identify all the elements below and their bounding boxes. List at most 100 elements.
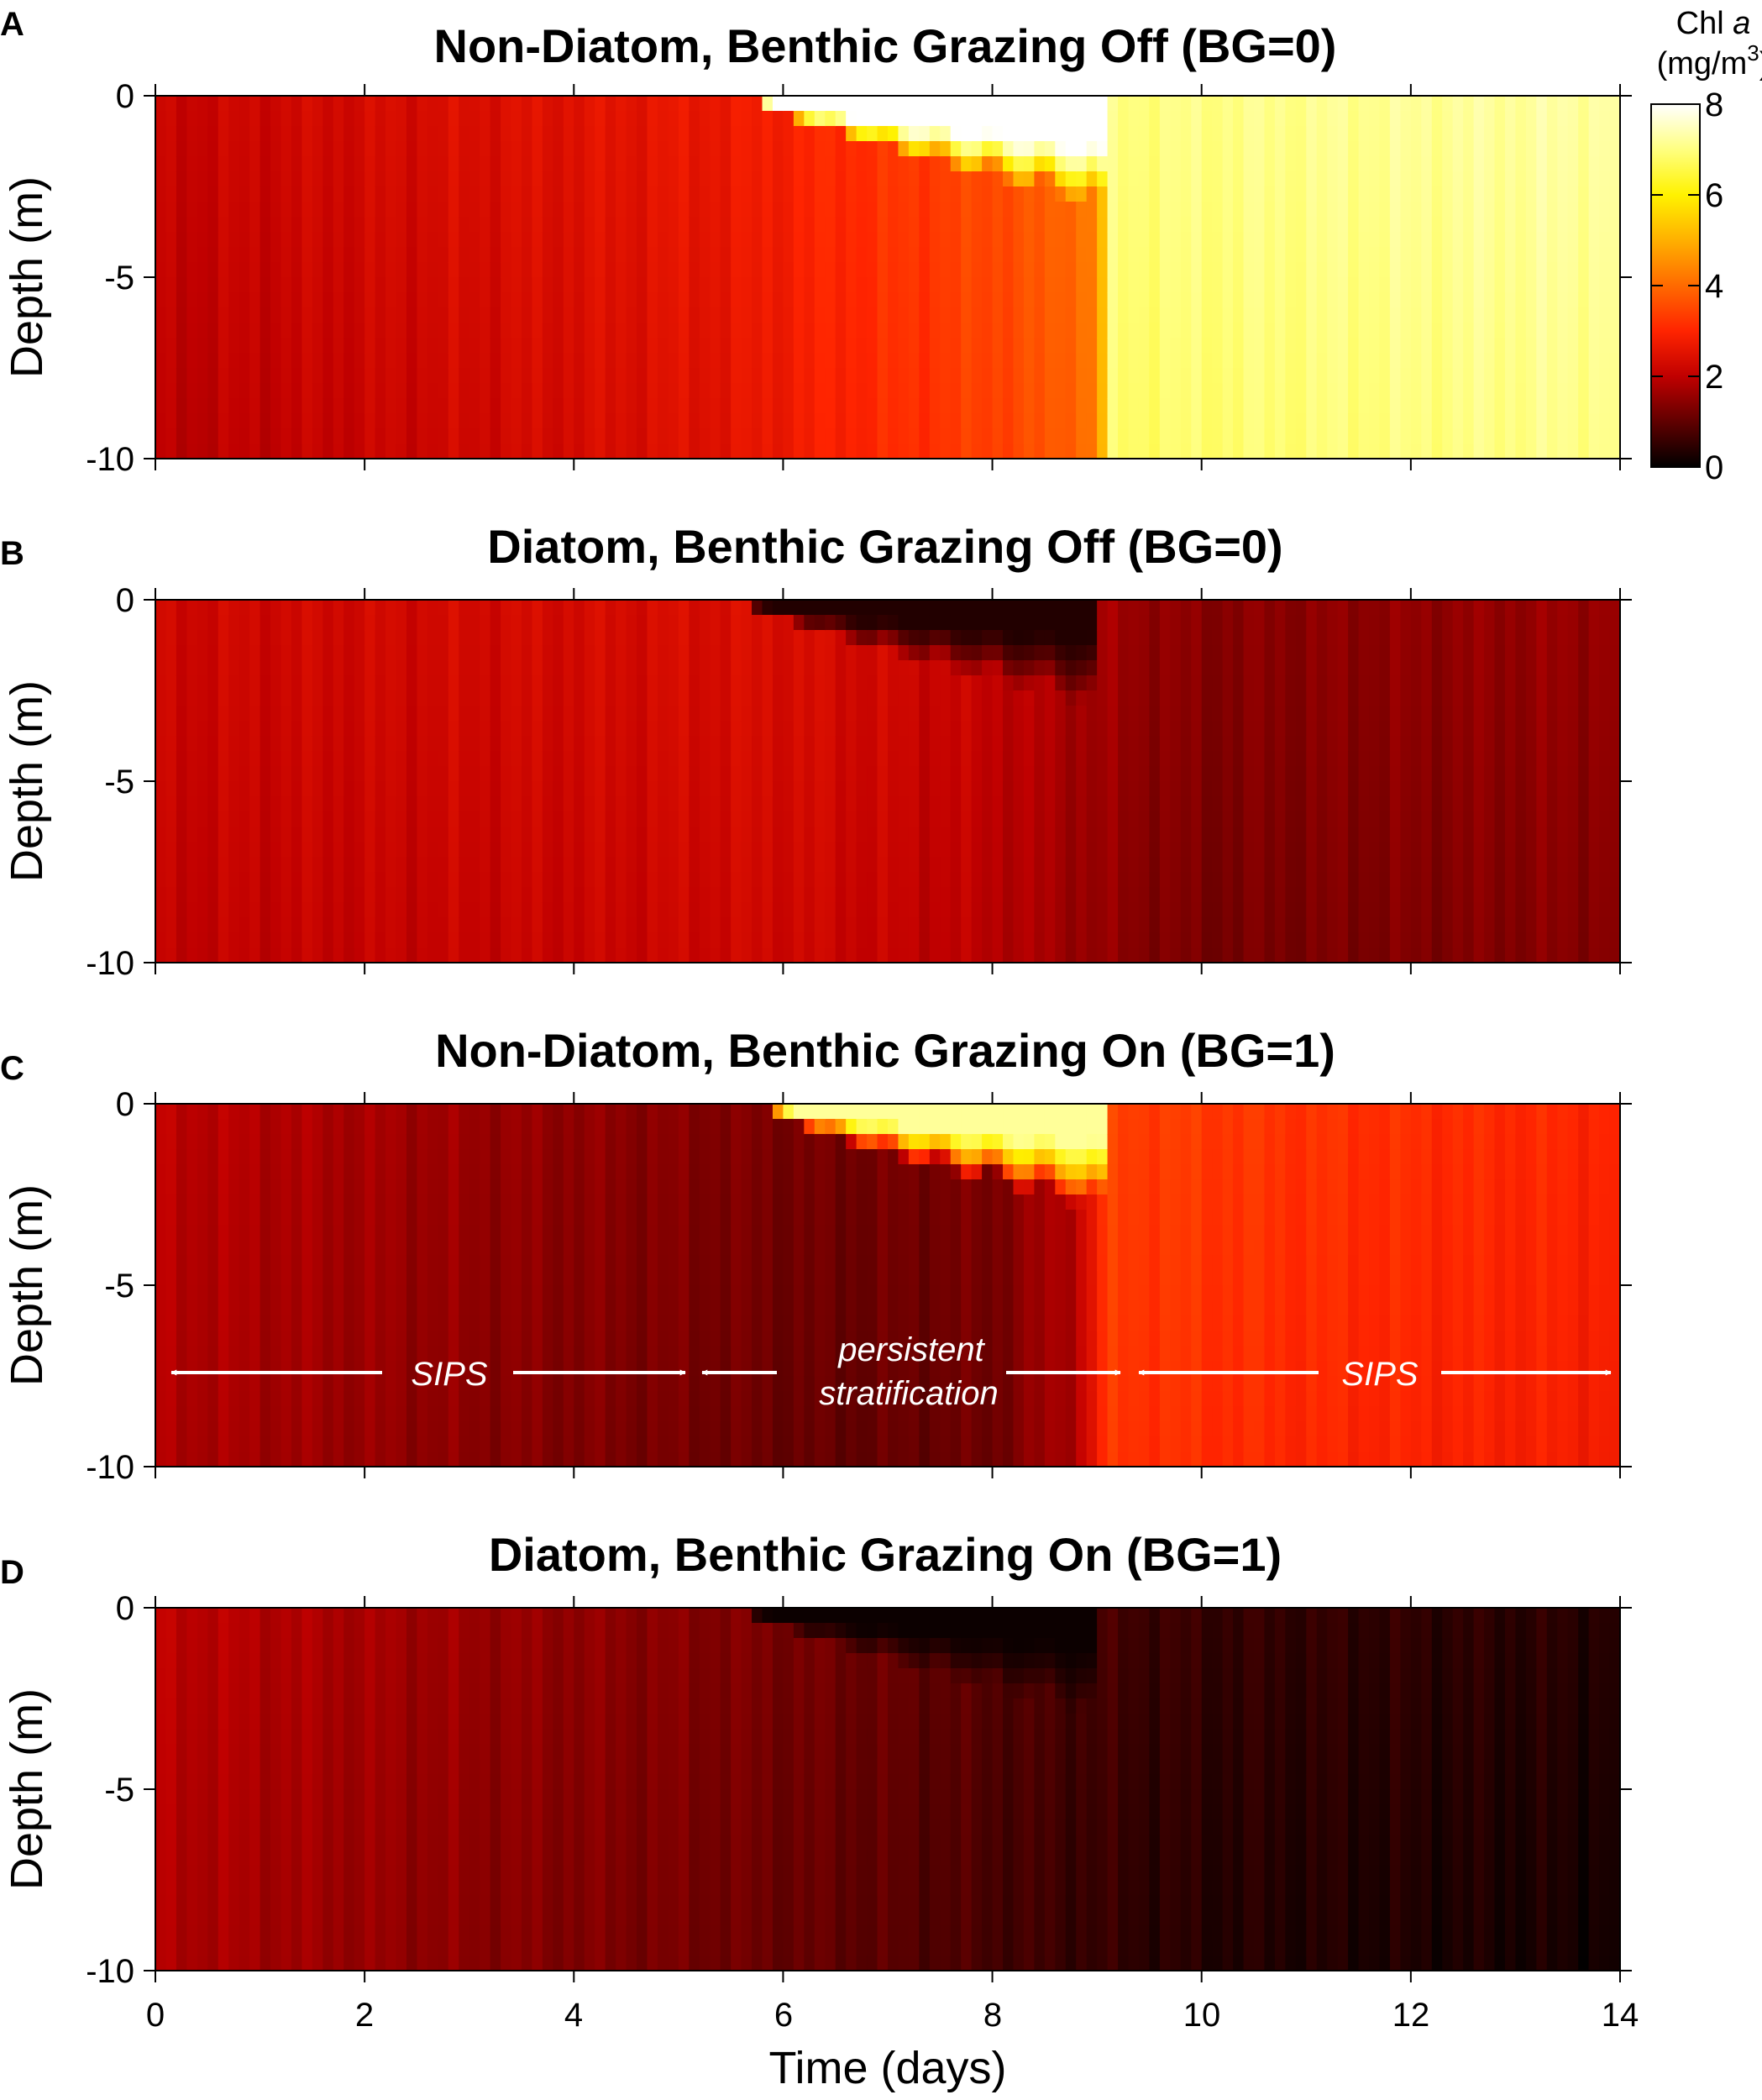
heatmap-cell [155,811,167,827]
heatmap-cell [626,202,637,218]
heatmap-cell [929,338,941,354]
heatmap-cell [176,232,187,248]
heatmap-cell [385,660,397,676]
heatmap-cell [1327,141,1339,157]
heatmap-cell [375,736,386,752]
heatmap-cell [647,277,658,293]
heatmap-cell [197,766,208,782]
heatmap-cell [731,186,742,202]
heatmap-cell [1118,171,1130,187]
heatmap-cell [637,721,648,737]
heatmap-cell [511,126,522,142]
heatmap-cell [396,141,407,157]
heatmap-cell [438,887,449,903]
heatmap-cell [1295,186,1307,202]
heatmap-cell [438,736,449,752]
heatmap-cell [772,323,784,339]
heatmap-cell [239,932,250,948]
heatmap-cell [1421,247,1433,263]
heatmap-cell [469,171,480,187]
heatmap-cell [480,126,491,142]
heatmap-cell [626,766,637,782]
heatmap-cell [678,917,690,933]
heatmap-cell [1442,217,1454,233]
colorbar-units-sup: 3 [1747,40,1759,66]
heatmap-cell [731,948,742,963]
heatmap-cell [417,323,428,339]
heatmap-cell [616,902,627,918]
heatmap-cell [1515,262,1527,278]
heatmap-cell [490,781,501,797]
heatmap-cell [1159,277,1171,293]
heatmap-cell [511,156,522,172]
heatmap-cell [281,186,292,202]
heatmap-cell [647,811,658,827]
heatmap-cell [176,917,187,933]
heatmap-cell [480,232,491,248]
heatmap-cell [1254,277,1266,293]
heatmap-cell [1358,126,1370,142]
heatmap-cell [343,751,355,767]
heatmap-cell [427,217,438,233]
heatmap-cell [741,917,753,933]
heatmap-cell [1264,96,1276,112]
heatmap-cell [1233,383,1245,399]
heatmap-cell [1159,323,1171,339]
heatmap-cell [741,383,753,399]
heatmap-cell [657,444,669,459]
heatmap-cell [563,398,574,414]
heatmap-cell [1337,217,1349,233]
heatmap-cell [165,872,177,888]
heatmap-cell [1170,338,1182,354]
heatmap-cell [155,615,167,631]
heatmap-cell [1536,247,1548,263]
heatmap-cell [689,675,700,691]
heatmap-cell [1044,111,1056,127]
heatmap-cell [239,766,250,782]
heatmap-cell [532,202,543,218]
heatmap-cell [647,96,658,112]
heatmap-cell [228,615,240,631]
heatmap-cell [877,398,889,414]
heatmap-cell [1536,428,1548,444]
heatmap-cell [961,292,973,308]
heatmap-cell [1369,171,1381,187]
heatmap-cell [637,383,648,399]
heatmap-cell [448,766,459,782]
heatmap-cell [626,690,637,706]
heatmap-cell [270,917,282,933]
heatmap-cell [1452,202,1464,218]
heatmap-cell [1484,126,1496,142]
heatmap-cell [197,948,208,963]
heatmap-cell [501,338,512,354]
heatmap-cell [480,932,491,948]
heatmap-cell [249,690,261,706]
heatmap-cell [427,630,438,646]
heatmap-cell [1243,186,1255,202]
heatmap-cell [982,307,994,323]
heatmap-cell [165,171,177,187]
heatmap-cell [333,202,344,218]
heatmap-cell [626,141,637,157]
heatmap-cell [595,398,606,414]
heatmap-cell [584,156,595,172]
heatmap-cell [741,872,753,888]
heatmap-cell [249,766,261,782]
heatmap-cell [1285,428,1297,444]
heatmap-cell [207,766,219,782]
heatmap-cell [783,766,794,782]
heatmap-cell [1421,307,1433,323]
heatmap-cell [584,428,595,444]
heatmap-cell [490,721,501,737]
heatmap-cell [1243,126,1255,142]
heatmap-cell [762,721,773,737]
heatmap-cell [1358,171,1370,187]
heatmap-cell [971,186,983,202]
heatmap-cell [1201,156,1213,172]
heatmap-cell [982,277,994,293]
heatmap-cell [239,811,250,827]
heatmap-cell [1525,413,1537,429]
heatmap-cell [1097,444,1109,459]
heatmap-cell [626,307,637,323]
heatmap-cell [710,675,721,691]
